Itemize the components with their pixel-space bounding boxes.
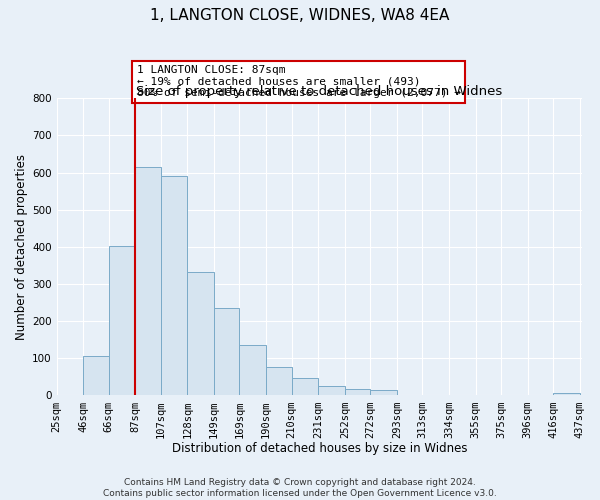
Bar — [318, 386, 345, 396]
Bar — [266, 367, 292, 396]
Bar — [345, 389, 370, 396]
Bar — [187, 272, 214, 396]
Title: Size of property relative to detached houses in Widnes: Size of property relative to detached ho… — [136, 85, 503, 98]
Bar — [109, 246, 136, 396]
Text: 1, LANGTON CLOSE, WIDNES, WA8 4EA: 1, LANGTON CLOSE, WIDNES, WA8 4EA — [151, 8, 449, 22]
Bar — [161, 176, 187, 396]
Bar — [292, 378, 318, 396]
Bar — [214, 308, 239, 396]
Bar — [136, 168, 161, 396]
Bar — [370, 390, 397, 396]
Bar — [239, 345, 266, 396]
Y-axis label: Number of detached properties: Number of detached properties — [15, 154, 28, 340]
Bar — [83, 356, 109, 396]
Text: 1 LANGTON CLOSE: 87sqm
← 19% of detached houses are smaller (493)
80% of semi-de: 1 LANGTON CLOSE: 87sqm ← 19% of detached… — [137, 65, 461, 98]
Text: Contains HM Land Registry data © Crown copyright and database right 2024.
Contai: Contains HM Land Registry data © Crown c… — [103, 478, 497, 498]
X-axis label: Distribution of detached houses by size in Widnes: Distribution of detached houses by size … — [172, 442, 467, 455]
Bar — [553, 393, 580, 396]
